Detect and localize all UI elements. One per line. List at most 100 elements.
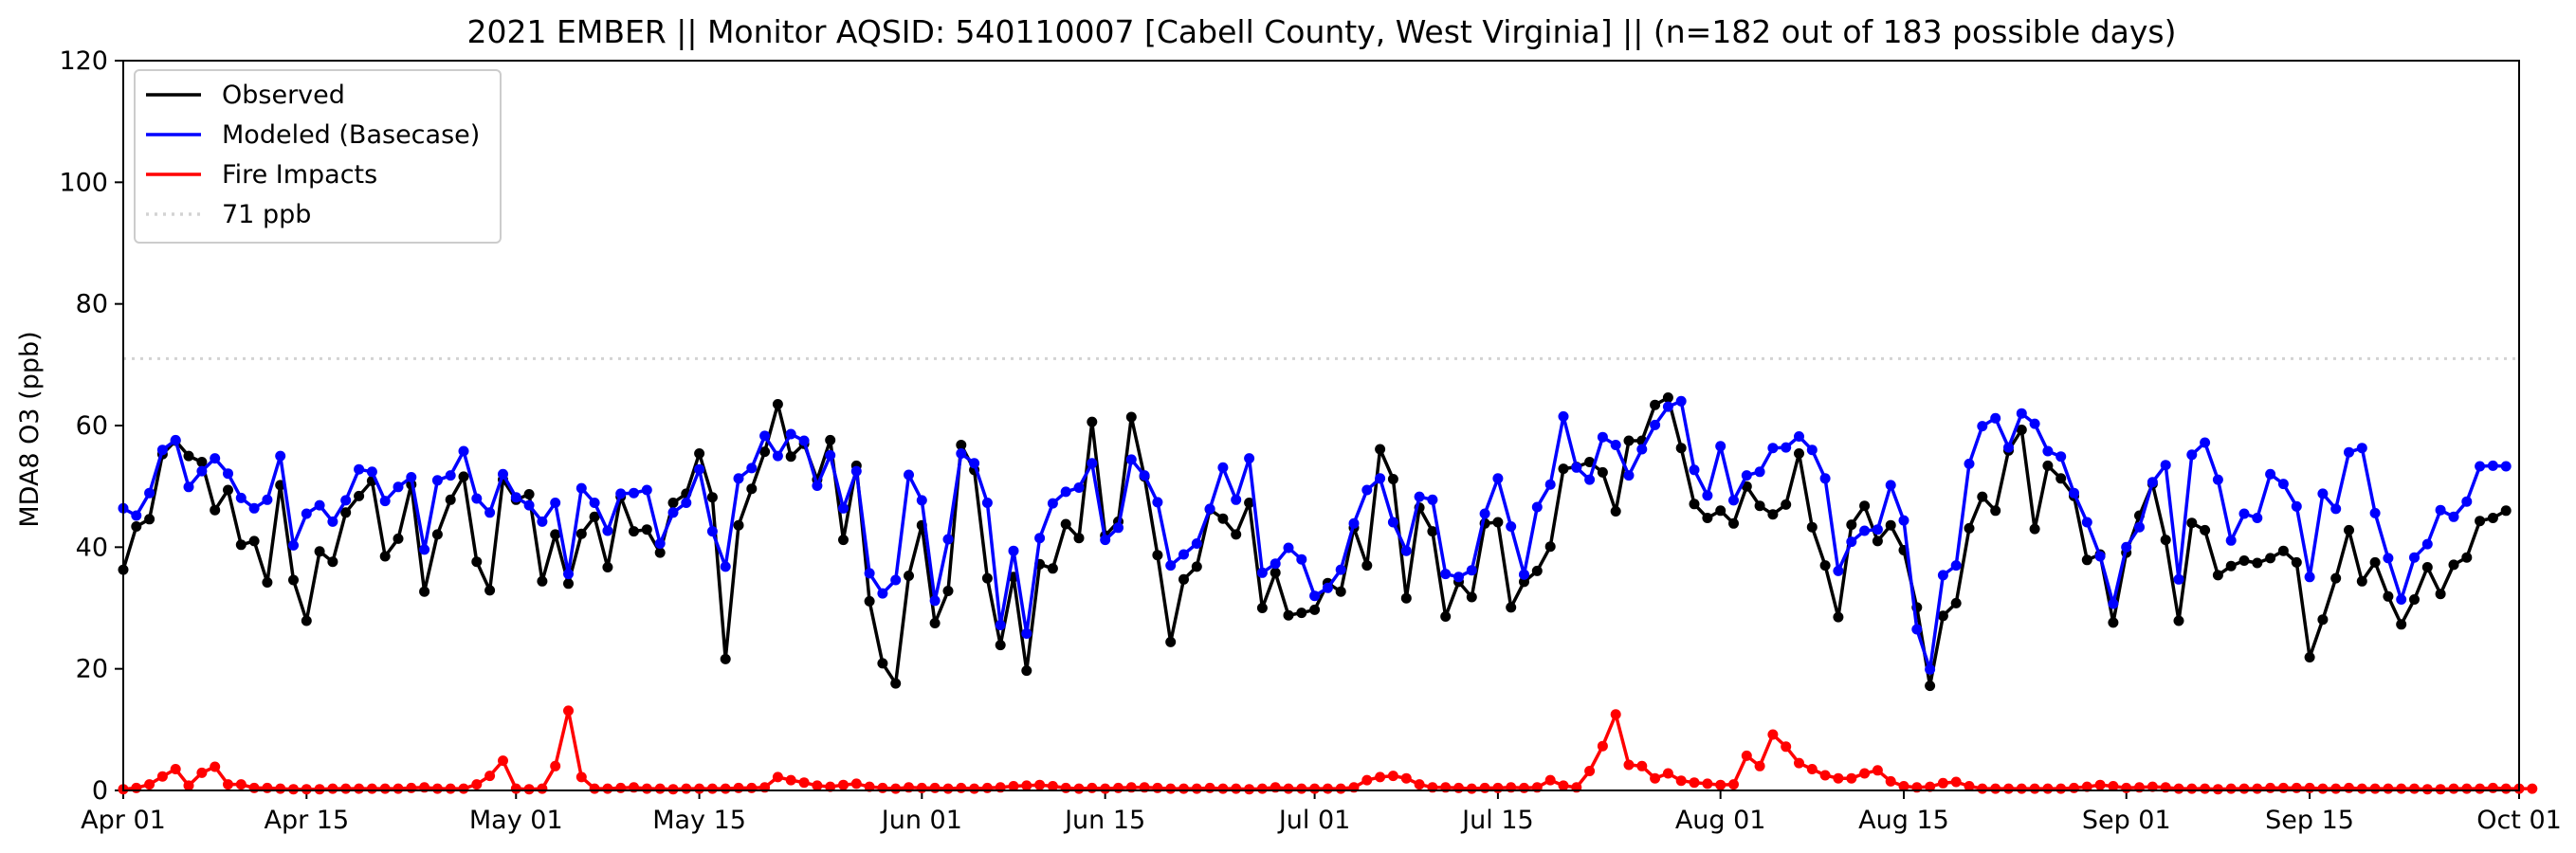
data-point — [615, 782, 627, 793]
data-point — [1087, 416, 1098, 427]
data-point — [1675, 395, 1687, 407]
data-point — [720, 561, 731, 572]
data-point — [223, 779, 233, 790]
data-point — [1047, 498, 1058, 509]
data-point — [1296, 608, 1307, 619]
data-point — [1990, 783, 2001, 794]
data-point — [2225, 535, 2237, 546]
data-point — [2330, 572, 2342, 584]
data-point — [1675, 443, 1687, 454]
data-point — [314, 499, 325, 511]
data-point — [1492, 517, 1504, 528]
data-point — [1100, 783, 1111, 794]
data-point — [733, 782, 744, 793]
data-point — [484, 771, 496, 782]
data-point — [2435, 589, 2446, 600]
legend: Observed Modeled (Basecase) Fire Impacts 71… — [134, 69, 502, 244]
data-point — [1453, 782, 1464, 793]
data-point — [981, 572, 993, 584]
data-point — [1898, 515, 1909, 526]
data-point — [1702, 490, 1713, 501]
data-point — [144, 779, 155, 790]
data-point — [1872, 765, 1883, 776]
data-point — [523, 784, 535, 795]
y-tick-label: 100 — [59, 168, 108, 197]
data-point — [2108, 598, 2119, 609]
data-point — [667, 784, 679, 795]
data-point — [1636, 760, 1648, 771]
data-point — [2487, 460, 2498, 471]
data-point — [2121, 782, 2132, 793]
data-point — [1244, 498, 1255, 508]
data-point — [2435, 504, 2446, 516]
data-point — [1885, 519, 1896, 531]
x-tick-label: Oct 01 — [2476, 806, 2562, 835]
data-point — [1781, 741, 1792, 753]
data-point — [2475, 783, 2486, 794]
data-point — [1964, 458, 1975, 469]
data-point — [2200, 783, 2211, 794]
data-point — [2042, 445, 2054, 457]
data-point — [1662, 768, 1673, 779]
data-point — [1165, 636, 1177, 647]
data-point — [1610, 506, 1621, 517]
data-point — [1806, 445, 1818, 456]
data-point — [602, 562, 613, 572]
data-point — [1152, 550, 1163, 561]
x-tick-label: Apr 15 — [264, 806, 349, 835]
data-point — [916, 782, 927, 793]
data-point — [2304, 652, 2315, 662]
data-point — [2304, 572, 2315, 583]
data-point — [1623, 470, 1635, 481]
data-point — [2344, 782, 2354, 793]
data-point — [2069, 487, 2079, 499]
data-point — [2317, 783, 2329, 794]
data-point — [2225, 560, 2237, 572]
data-point — [419, 544, 430, 555]
data-point — [706, 783, 718, 794]
data-point — [1990, 412, 2001, 424]
data-point — [942, 586, 954, 596]
data-point — [1650, 399, 1661, 410]
data-point — [1440, 569, 1452, 580]
data-point — [2016, 408, 2027, 419]
data-point — [2212, 784, 2223, 795]
data-point — [327, 516, 338, 527]
data-point — [864, 595, 875, 607]
data-point — [471, 493, 483, 504]
data-point — [1296, 783, 1307, 794]
data-point — [1466, 591, 1477, 603]
data-point — [445, 783, 456, 794]
data-point — [471, 779, 483, 790]
data-point — [183, 450, 194, 462]
data-point — [2409, 783, 2420, 794]
data-point — [1047, 781, 1058, 791]
data-point — [969, 783, 980, 794]
data-point — [2500, 783, 2512, 794]
data-point — [340, 507, 352, 518]
data-point — [1492, 473, 1504, 484]
data-point — [942, 534, 954, 545]
data-point — [877, 588, 888, 599]
data-point — [1178, 573, 1189, 585]
data-point — [2291, 556, 2302, 568]
data-point — [2421, 538, 2433, 550]
data-point — [1217, 513, 1229, 524]
data-point — [1662, 392, 1673, 403]
data-point — [1728, 779, 1739, 790]
data-point — [1544, 541, 1556, 553]
data-point — [2081, 517, 2092, 528]
x-tick-label: Jul 01 — [1277, 806, 1351, 835]
data-point — [1060, 782, 1071, 793]
data-point — [196, 457, 208, 467]
data-point — [406, 782, 417, 793]
data-point — [825, 781, 836, 792]
data-point — [838, 535, 849, 546]
data-point — [2317, 488, 2329, 499]
data-point — [2461, 496, 2473, 507]
data-point — [1466, 565, 1477, 576]
data-point — [1558, 410, 1569, 422]
data-point — [1636, 444, 1648, 455]
data-point — [431, 783, 443, 794]
data-point — [956, 782, 967, 793]
